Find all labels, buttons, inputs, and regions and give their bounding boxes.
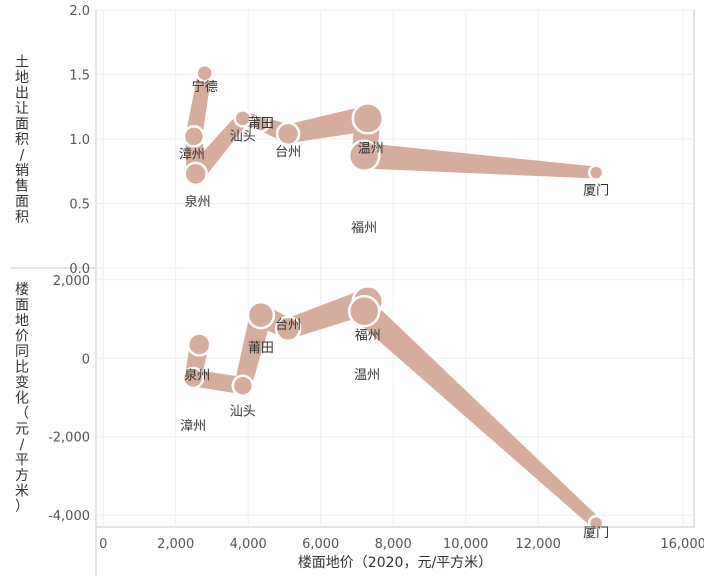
trail-segment <box>284 289 372 339</box>
y-tick-label: 2.0 <box>69 4 90 19</box>
point-label: 泉州 <box>185 194 211 210</box>
point-label: 汕头 <box>230 405 256 420</box>
point-label: 福州 <box>351 221 377 236</box>
x-tick-label: 2,000 <box>157 537 194 552</box>
data-point <box>183 161 208 187</box>
point-label: 温州 <box>358 141 384 156</box>
trail-segment <box>188 113 248 180</box>
point-label: 台州 <box>275 145 301 160</box>
point-label: 莆田 <box>248 117 274 132</box>
data-point <box>251 114 271 133</box>
y-tick-label: 0.0 <box>69 262 90 277</box>
data-point <box>274 315 302 343</box>
y-tick-label: 1.0 <box>69 133 90 148</box>
x-tick-label: 10,000 <box>443 537 489 552</box>
point-label: 汕头 <box>230 129 256 144</box>
data-point <box>187 332 212 357</box>
y-tick-label: -2,000 <box>48 431 90 446</box>
data-point <box>347 294 381 328</box>
x-tick-label: 8,000 <box>375 537 412 552</box>
trail-segment <box>234 312 272 388</box>
trail-segment <box>286 105 371 144</box>
point-label: 厦门 <box>583 184 609 199</box>
y-tick-label: 0.5 <box>69 198 90 213</box>
y-axis-title: 楼面地价同比变化（元/平方米） <box>15 282 29 515</box>
data-point <box>351 102 385 135</box>
data-point <box>182 125 206 148</box>
y-tick-label: 0 <box>82 352 90 367</box>
trail-segment <box>363 143 597 179</box>
data-point <box>246 300 276 330</box>
trail-segment <box>355 301 601 528</box>
x-tick-label: 0 <box>99 537 107 552</box>
x-tick-label: 6,000 <box>302 537 339 552</box>
data-point <box>275 121 301 147</box>
data-point <box>181 366 205 390</box>
point-label: 厦门 <box>583 526 609 541</box>
y-tick-label: 1.5 <box>69 69 90 84</box>
data-point <box>587 164 605 181</box>
point-label: 台州 <box>275 318 301 333</box>
point-label: 温州 <box>354 368 380 383</box>
point-label: 莆田 <box>248 341 274 356</box>
data-point <box>231 374 255 397</box>
point-label: 宁德 <box>192 79 218 95</box>
point-label: 福州 <box>355 328 381 343</box>
y-tick-label: -4,000 <box>48 509 90 524</box>
trail-segment <box>191 369 245 395</box>
trail-segment <box>185 72 212 138</box>
point-label: 漳州 <box>179 146 205 162</box>
x-tick-label: 12,000 <box>515 537 561 552</box>
data-point <box>233 109 253 128</box>
data-point <box>347 139 381 173</box>
trail-group <box>184 289 601 528</box>
y-axis-title: 土地出让面积/销售面积 <box>15 55 29 226</box>
x-tick-label: 16,000 <box>660 537 704 552</box>
point-label: 泉州 <box>184 368 210 384</box>
point-label: 漳州 <box>180 418 206 434</box>
y-tick-label: 2,000 <box>53 274 90 289</box>
data-point <box>587 514 605 532</box>
x-tick-label: 4,000 <box>230 537 267 552</box>
data-point <box>195 63 214 83</box>
x-axis-title: 楼面地价（2020，元/平方米） <box>298 555 492 571</box>
